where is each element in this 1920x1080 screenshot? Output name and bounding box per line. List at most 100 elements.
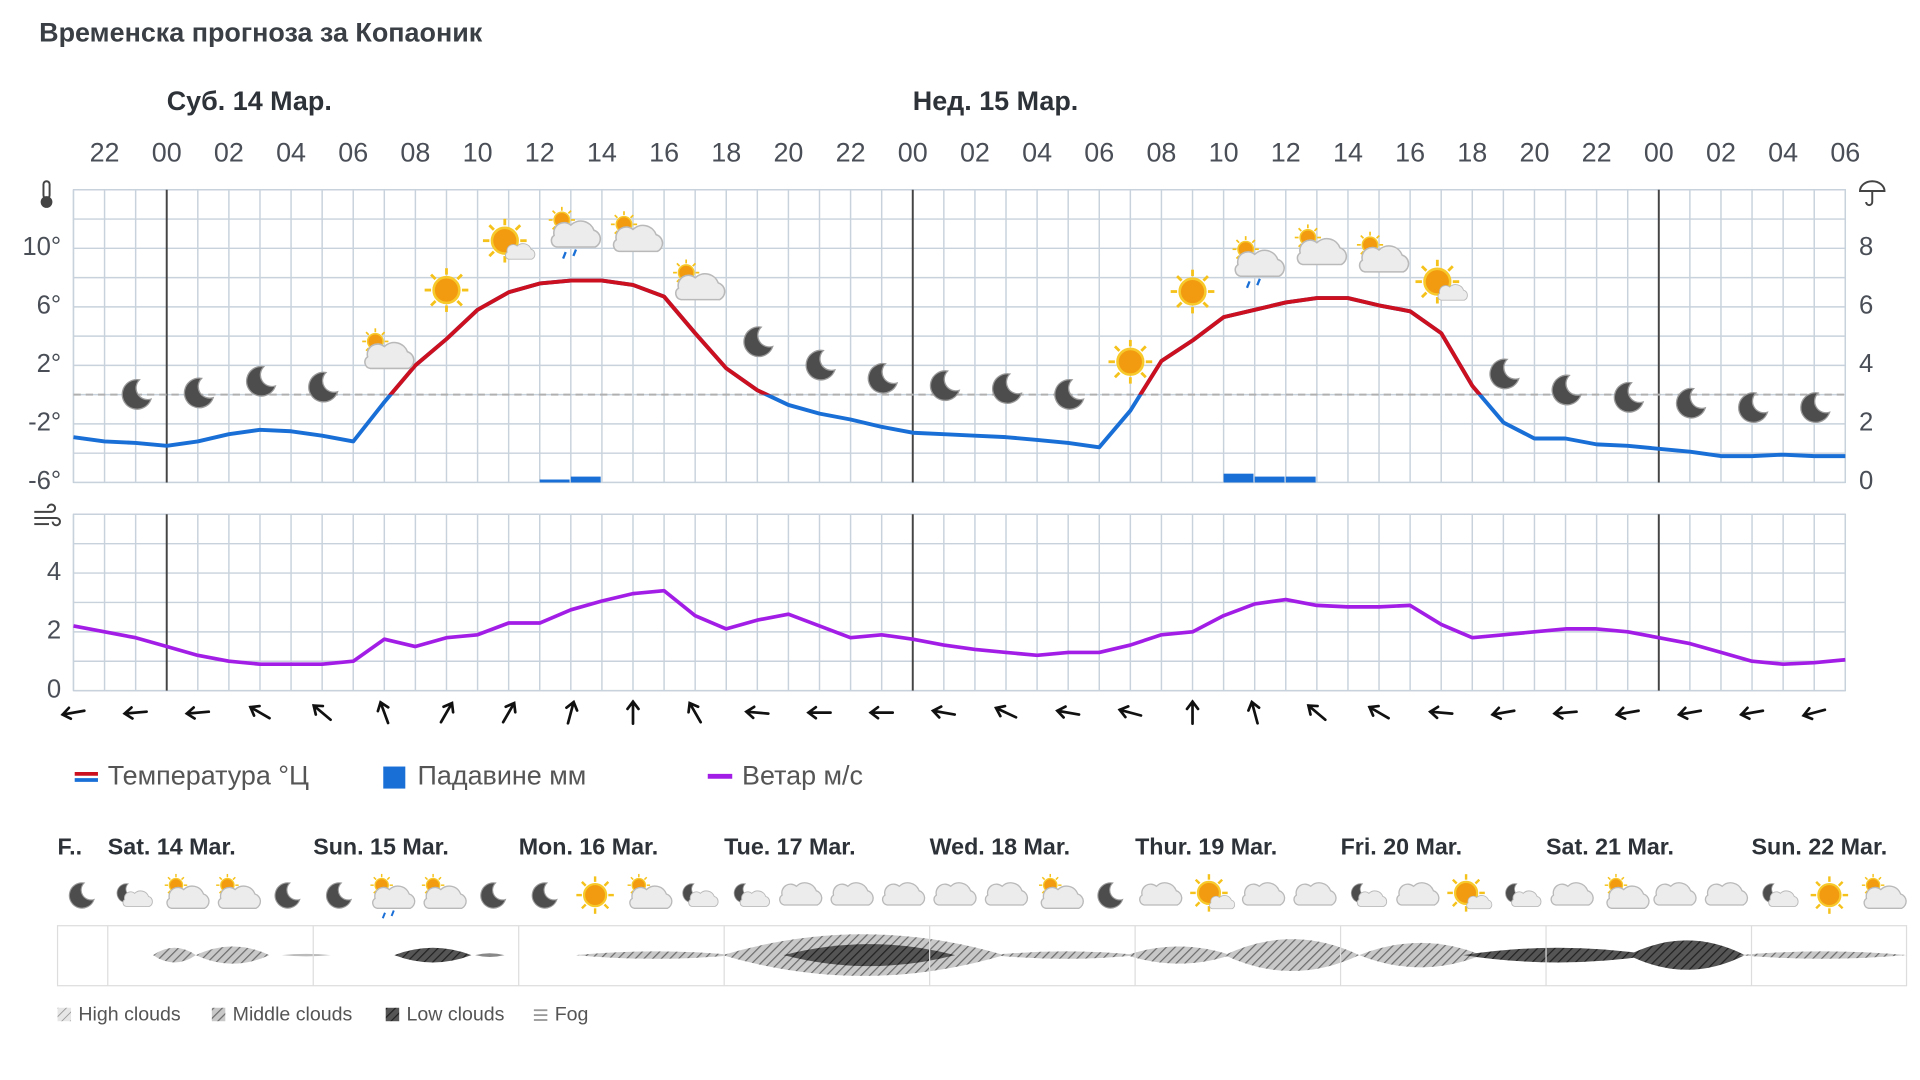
- forecast-icon: [628, 874, 672, 908]
- wind-arrow-shape: [1367, 704, 1390, 720]
- wind-arrow-shape: [806, 705, 832, 720]
- forecast-icon: [1551, 883, 1593, 905]
- x-tick-label: 20: [773, 137, 803, 167]
- wind-arrow-shape: [993, 704, 1018, 719]
- precip-bar: [1223, 473, 1254, 483]
- x-tick-label: 22: [836, 137, 866, 167]
- forecast-icon: [883, 883, 925, 905]
- y2-tick-label: 8: [1859, 233, 1873, 261]
- x-tick-label: 14: [1333, 137, 1363, 167]
- cloud-shape: [1463, 947, 1654, 963]
- cloud-shape: [475, 953, 505, 957]
- cloud-legend-label: Middle clouds: [233, 1003, 353, 1025]
- wind-arrow-shape: [311, 704, 332, 722]
- x-tick-label: 22: [90, 137, 120, 167]
- x-tick-label: 00: [152, 137, 182, 167]
- wind-arrow-shape: [744, 705, 770, 720]
- wind-arrow: [993, 704, 1018, 719]
- legend-label: Ветар м/с: [742, 761, 863, 791]
- x-tick-label: 06: [1830, 137, 1860, 167]
- x-tick-label: 06: [338, 137, 368, 167]
- wind-arrow: [930, 705, 957, 719]
- forecast-icon: [1351, 884, 1386, 907]
- forecast-icon: [1654, 883, 1696, 905]
- forecast-day: Sun. 22 Mar.: [1752, 834, 1888, 860]
- cloud-band: [153, 934, 1907, 976]
- wind-arrow-shape: [1801, 706, 1827, 721]
- forecast-icon: [1705, 883, 1747, 905]
- wind-arrow-shape: [1676, 706, 1703, 721]
- forecast-day: Fri. 20 Mar.: [1341, 834, 1462, 860]
- legend-label: Падавине мм: [418, 761, 587, 791]
- wind-arrow-shape: [565, 699, 579, 725]
- wind-arrow-shape: [122, 706, 148, 720]
- wind-arrow: [501, 701, 517, 724]
- forecast-icon: [1140, 883, 1182, 905]
- forecast-day: Sun. 15 Mar.: [313, 834, 449, 860]
- wind-arrow: [1738, 706, 1765, 721]
- forecast-day: Sat. 14 Mar.: [108, 834, 236, 860]
- wind-arrow: [806, 705, 832, 720]
- wind-arrow-shape: [868, 705, 895, 720]
- wind-arrow-shape: [60, 706, 86, 721]
- wind-arrow: [1801, 706, 1827, 721]
- line-below: [73, 278, 1846, 459]
- thermometer-icon: [40, 180, 53, 208]
- x-tick-label: 18: [711, 137, 741, 167]
- day-label: Нед. 15 Мар.: [913, 86, 1079, 116]
- wind-arrow: [122, 706, 148, 720]
- x-tick-label: 18: [1457, 137, 1487, 167]
- forecast-icon: [1809, 875, 1850, 916]
- forecast-icon: [1763, 884, 1798, 907]
- wind-arrow-shape: [248, 704, 271, 720]
- wind-arrow-shape: [1614, 706, 1640, 721]
- x-tick-label: 08: [1146, 137, 1176, 167]
- wind-arrow-shape: [1117, 705, 1143, 719]
- forecast-icon: [275, 883, 300, 908]
- wind-arrow-shape: [1427, 705, 1454, 720]
- forecast-day: Thur. 19 Mar.: [1135, 834, 1277, 860]
- cloud-shape: [1359, 942, 1482, 968]
- x-tick-label: 06: [1084, 137, 1114, 167]
- wind-arrow-shape: [1490, 706, 1516, 721]
- wind-arrow: [626, 699, 640, 726]
- forecast-day: F..: [58, 834, 83, 860]
- wind-arrow-shape: [1552, 706, 1578, 720]
- line: [73, 588, 1846, 666]
- x-tick-label: 16: [1395, 137, 1425, 167]
- forecast-icon: [1294, 883, 1336, 905]
- wind-arrow-shape: [1185, 699, 1200, 726]
- wind-arrow: [184, 706, 211, 720]
- cloud-legend-swatch: [57, 1007, 72, 1022]
- forecast-icon: [1605, 874, 1649, 908]
- cloud-shape: [195, 946, 270, 964]
- legend: Температура °Ц Падавине мм Ветар м/с: [74, 761, 863, 791]
- precip-bar: [1254, 476, 1285, 483]
- forecast-icon: [165, 874, 209, 908]
- wind-arrow: [1614, 706, 1640, 721]
- x-tick-label: 12: [1271, 137, 1301, 167]
- x-tick-label: 00: [898, 137, 928, 167]
- x-tick-label: 20: [1519, 137, 1549, 167]
- forecast-icon: [69, 883, 94, 908]
- wind-arrow: [1117, 705, 1143, 719]
- cloud-shape: [1126, 946, 1231, 964]
- forecast-icon: [481, 883, 506, 908]
- wind-arrow: [1490, 706, 1516, 721]
- forecast-icon: [216, 874, 260, 908]
- forecast-icon: [1447, 874, 1491, 911]
- page-title: Временска прогноза за Копаоник: [39, 17, 483, 47]
- legend-swatch: [383, 766, 406, 789]
- wind-arrow-shape: [501, 701, 517, 724]
- forecast-icon: [1506, 884, 1541, 907]
- cloud-shape: [281, 953, 331, 957]
- wind-arrow: [744, 705, 770, 720]
- wind-arrow-shape: [439, 701, 455, 724]
- forecast-icon: [575, 875, 616, 916]
- y-tick-label: 6°: [37, 292, 62, 320]
- wind-arrow: [376, 700, 390, 725]
- y-tick-label: 0: [47, 675, 61, 703]
- wind-arrow-shape: [930, 705, 957, 719]
